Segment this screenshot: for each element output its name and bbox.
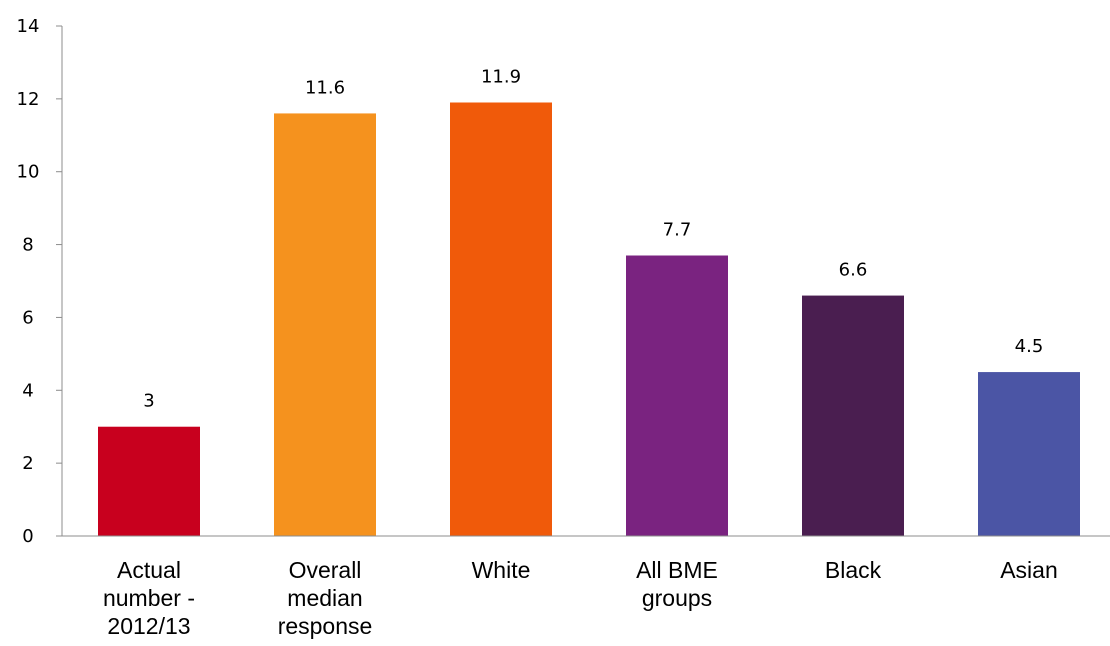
- data-label: 11.9: [481, 67, 521, 88]
- x-tick-label-line: Actual: [117, 557, 181, 583]
- x-tick-label-line: median: [287, 585, 362, 611]
- data-label: 7.7: [663, 220, 692, 241]
- x-tick-label-line: response: [278, 613, 373, 639]
- data-label: 4.5: [1015, 336, 1044, 357]
- data-labels: 3 11.6 11.9 7.7 6.6 4.5: [143, 67, 1043, 412]
- x-tick-label-line: Overall: [289, 557, 362, 583]
- data-label: 3: [143, 391, 154, 412]
- data-label: 6.6: [839, 260, 868, 281]
- x-tick-label-line: 2012/13: [107, 613, 190, 639]
- bar: [98, 426, 200, 536]
- x-tick-label: Actual number -2012/13: [103, 557, 195, 639]
- x-tick-label-line: Black: [825, 557, 882, 583]
- x-tick-label-line: groups: [642, 585, 712, 611]
- bar: [978, 372, 1080, 536]
- y-tick-label: 10: [17, 162, 40, 183]
- bar: [450, 102, 552, 536]
- y-axis-ticks: 0 2 4 6 8 10 12 14: [17, 16, 62, 547]
- y-tick-label: 12: [17, 89, 40, 110]
- x-tick-label: Black: [825, 557, 882, 583]
- y-tick-label: 8: [22, 235, 33, 256]
- data-label: 11.6: [305, 77, 345, 98]
- x-tick-label-line: Asian: [1000, 557, 1058, 583]
- x-axis-labels: Actual number -2012/13 Overall median respon…: [103, 557, 1058, 639]
- bar: [626, 255, 728, 536]
- x-tick-label: Asian: [1000, 557, 1058, 583]
- bar: [274, 113, 376, 536]
- y-tick-label: 14: [17, 16, 40, 37]
- x-tick-label-line: White: [472, 557, 531, 583]
- axes: [61, 26, 1110, 537]
- x-tick-label-line: number -: [103, 585, 195, 611]
- x-tick-label: All BME groups: [636, 557, 718, 611]
- y-tick-label: 4: [22, 380, 33, 401]
- y-tick-label: 0: [22, 526, 33, 547]
- bars: [98, 102, 1080, 536]
- bar: [802, 295, 904, 536]
- y-tick-label: 6: [22, 307, 33, 328]
- x-tick-label: White: [472, 557, 531, 583]
- y-tick-label: 2: [22, 453, 33, 474]
- x-tick-label: Overall median response: [278, 557, 373, 639]
- x-tick-label-line: All BME: [636, 557, 718, 583]
